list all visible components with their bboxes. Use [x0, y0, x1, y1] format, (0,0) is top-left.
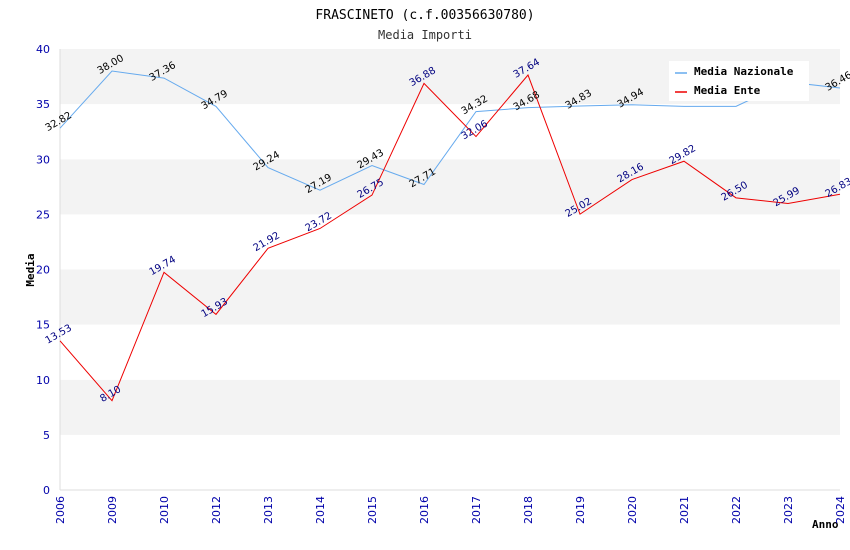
grid-band [60, 379, 840, 435]
x-tick-label: 2022 [730, 496, 743, 524]
y-tick-label: 35 [36, 98, 50, 111]
x-tick-label: 2010 [158, 496, 171, 524]
grid-band [60, 159, 840, 215]
x-tick-label: 2018 [522, 496, 535, 524]
x-tick-label: 2014 [314, 496, 327, 524]
x-tick-label: 2020 [626, 496, 639, 524]
x-tick-label: 2015 [366, 496, 379, 524]
y-tick-label: 0 [43, 484, 50, 497]
y-tick-label: 40 [36, 43, 50, 56]
y-axis-title: Media [24, 253, 37, 286]
x-tick-labels: 2006 2009 2010 2012 2013 2014 2015 2016 2017 2018… [54, 496, 847, 524]
legend-box [669, 61, 809, 101]
grid-band [60, 269, 840, 325]
x-tick-label: 2016 [418, 496, 431, 524]
legend-label-naz: Media Nazionale [694, 65, 794, 78]
x-tick-label: 2006 [54, 496, 67, 524]
legend: Media Nazionale Media Ente [669, 61, 809, 101]
y-tick-labels: 0 5 10 15 20 25 30 35 40 [36, 43, 50, 497]
chart-title: FRASCINETO (c.f.00356630780) [315, 8, 534, 23]
x-tick-label: 2013 [262, 496, 275, 524]
y-tick-label: 25 [36, 208, 50, 221]
x-tick-label: 2023 [782, 496, 795, 524]
y-tick-label: 5 [43, 429, 50, 442]
series-line [59, 70, 841, 191]
grid-band [60, 104, 840, 160]
chart-subtitle: Media Importi [378, 28, 472, 42]
background-bands [60, 49, 840, 490]
grid-band [60, 324, 840, 380]
axes [59, 49, 840, 491]
x-tick-label: 2019 [574, 496, 587, 524]
legend-label-ente: Media Ente [694, 84, 761, 97]
y-tick-label: 10 [36, 374, 50, 387]
x-tick-label: 2021 [678, 496, 691, 524]
x-tick-label: 2012 [210, 496, 223, 524]
x-axis-title: Anno [812, 518, 839, 531]
y-tick-label: 15 [36, 319, 50, 332]
x-tick-label: 2017 [470, 496, 483, 524]
grid-band [60, 434, 840, 490]
series-lines [59, 70, 841, 402]
y-tick-label: 30 [36, 153, 50, 166]
x-tick-label: 2024 [834, 496, 847, 524]
y-tick-label: 20 [36, 264, 50, 277]
grid-band [60, 214, 840, 270]
series-line [59, 74, 841, 402]
x-tick-label: 2009 [106, 496, 119, 524]
